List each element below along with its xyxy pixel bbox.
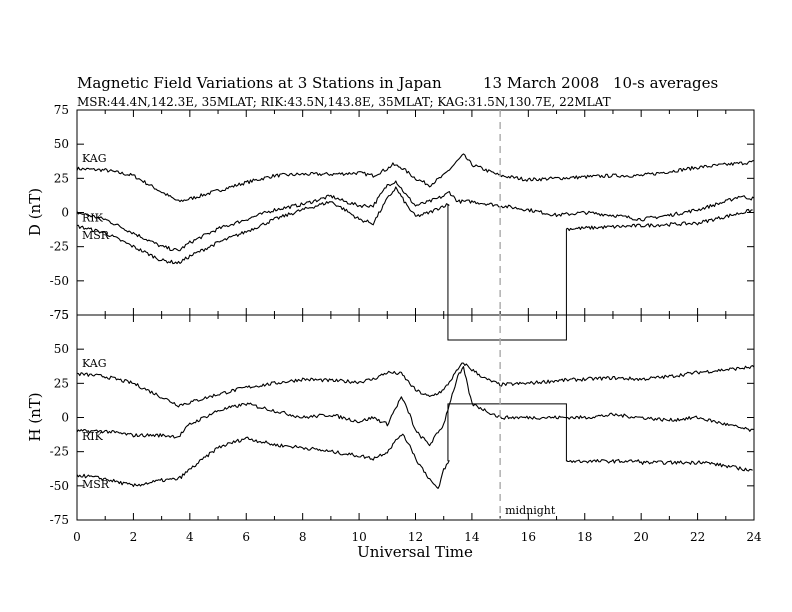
chart-date: 13 March 2008 [483,74,599,92]
y-tick-label-h: -50 [50,479,69,493]
y-tick-label-h: 50 [54,342,69,356]
series-label-rik-h: RIK [82,430,104,443]
msr-offscale-segment-d [447,204,567,341]
x-tick-label: 2 [130,530,138,544]
x-tick-label: 8 [299,530,307,544]
x-tick-label: 16 [521,530,536,544]
x-tick-label: 0 [73,530,81,544]
series-line-kag-h [76,362,755,408]
midnight-label: midnight [505,504,556,517]
series-label-kag-d: KAG [82,152,107,165]
series-label-msr-d: MSR [82,229,110,242]
series-line-msr-d [76,186,450,265]
x-tick-label: 22 [690,530,705,544]
x-tick-label: 10 [351,530,366,544]
y-tick-label-h: -25 [50,445,69,459]
x-tick-label: 4 [186,530,194,544]
x-axis-label: Universal Time [357,543,473,561]
series-line-kag-d [76,153,755,203]
y-tick-label-d: -25 [50,240,69,254]
series-label-msr-h: MSR [82,478,110,491]
y-axis-label-d: D (nT) [26,188,44,236]
x-tick-label: 6 [242,530,250,544]
x-tick-label: 18 [577,530,592,544]
y-tick-label-d: 25 [54,171,69,185]
series-line-msr-continuation-d [566,208,753,232]
y-tick-label-d: 50 [54,137,69,151]
y-tick-label-d: 0 [61,206,69,220]
panel-horizontal: -75 -50 -25 0 25 50 75 KAG RIK MSR [50,308,755,527]
y-tick-label-h: 0 [61,411,69,425]
series-line-msr-continuation-h [566,458,753,472]
y-tick-label-h: 25 [54,376,69,390]
y-tick-label-d: -75 [50,308,69,322]
y-tick-label-d: 75 [54,103,69,117]
series-line-msr-h [76,433,450,489]
msr-offscale-segment-h [447,403,567,462]
y-tick-label-h: 75 [54,308,69,322]
x-tick-label: 20 [634,530,649,544]
y-tick-label-d: -50 [50,274,69,288]
x-tick-label: 24 [746,530,762,544]
series-label-kag-h: KAG [82,357,107,370]
x-tick-label: 12 [408,530,423,544]
y-axis-label-h: H (nT) [26,392,44,441]
panel-declination: -75 -50 -25 0 25 50 75 KAG RIK MSR [50,103,755,341]
chart-cadence: 10-s averages [613,74,718,92]
chart-subtitle: MSR:44.4N,142.3E, 35MLAT; RIK:43.5N,143.… [77,95,611,109]
series-label-rik-d: RIK [82,212,104,225]
y-tick-label-h: -75 [50,513,69,527]
series-line-rik-d [76,180,755,252]
x-tick-label: 14 [464,530,480,544]
chart-title: Magnetic Field Variations at 3 Stations … [77,74,442,92]
series-line-rik-h [76,366,755,447]
